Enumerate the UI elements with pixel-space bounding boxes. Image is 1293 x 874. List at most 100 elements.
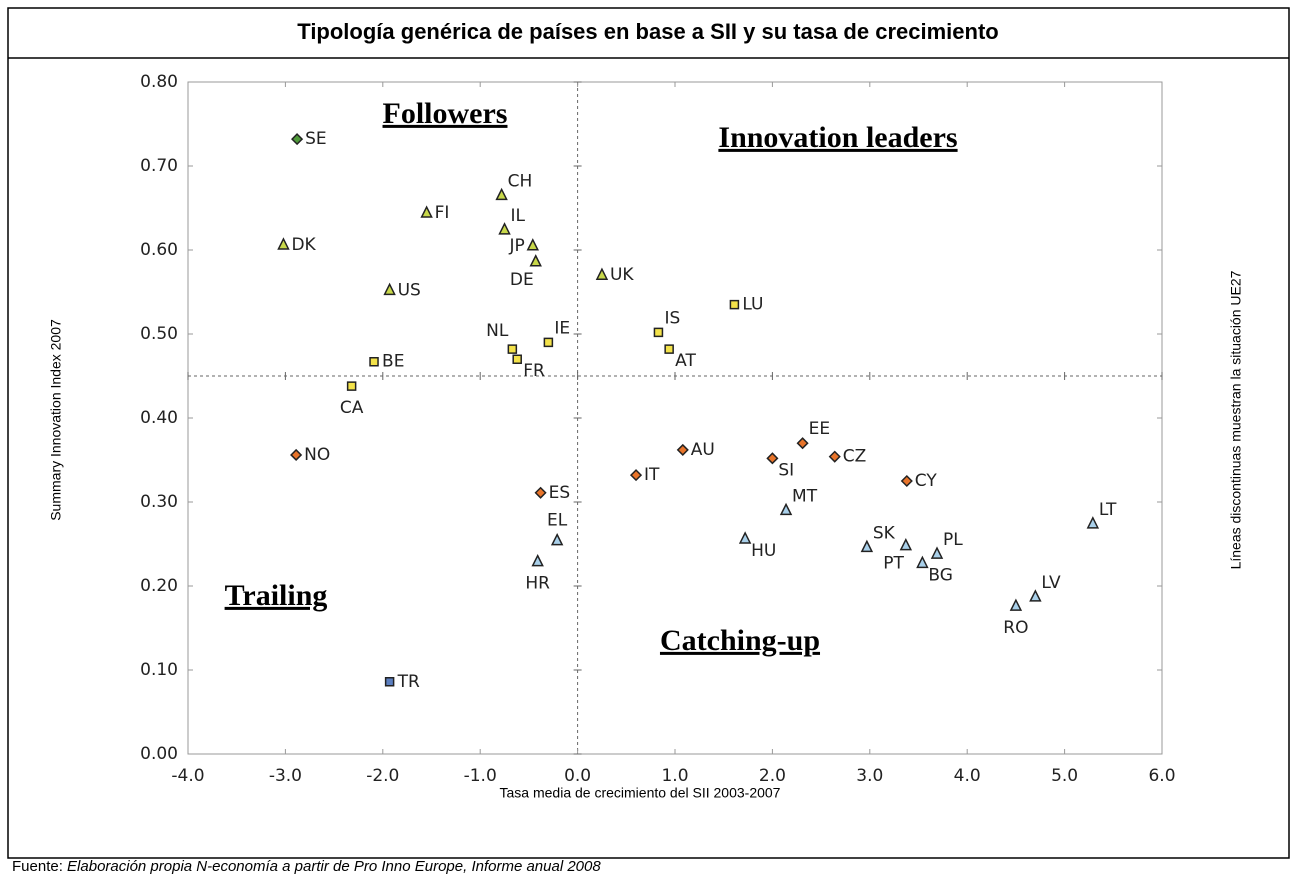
point-label: IL bbox=[511, 206, 526, 226]
point-label: CA bbox=[340, 398, 364, 418]
point-label: US bbox=[398, 280, 421, 300]
quadrant-label: Trailing bbox=[225, 579, 328, 612]
point-label: RO bbox=[1003, 618, 1028, 638]
point bbox=[766, 452, 779, 465]
point-label: AT bbox=[675, 351, 696, 371]
point bbox=[277, 237, 290, 250]
point-label: SE bbox=[305, 129, 327, 149]
point-label: LU bbox=[742, 295, 763, 315]
point bbox=[653, 327, 664, 338]
point-label: SK bbox=[873, 523, 896, 543]
point bbox=[507, 344, 518, 354]
point bbox=[796, 437, 809, 450]
point bbox=[420, 205, 433, 218]
x-tick-label: 6.0 bbox=[1148, 766, 1175, 786]
point-label: FI bbox=[435, 203, 450, 223]
point bbox=[1029, 589, 1042, 602]
point bbox=[498, 222, 511, 235]
point bbox=[1086, 516, 1100, 529]
side-note: Líneas discontinuas muestran la situació… bbox=[1228, 270, 1244, 569]
point-label: ES bbox=[549, 483, 571, 503]
x-tick-label: -2.0 bbox=[366, 766, 399, 786]
point-label: JP bbox=[509, 236, 525, 256]
point-label: LV bbox=[1041, 573, 1061, 593]
point bbox=[860, 539, 874, 553]
x-tick-label: 2.0 bbox=[759, 766, 786, 786]
point bbox=[512, 354, 522, 364]
point bbox=[529, 254, 542, 267]
point-label: BG bbox=[928, 565, 953, 585]
point-label: SI bbox=[778, 460, 794, 480]
quadrant-label: Catching-up bbox=[660, 624, 820, 657]
point-label: IT bbox=[644, 465, 660, 485]
point bbox=[916, 555, 929, 569]
x-tick-label: 1.0 bbox=[661, 766, 688, 786]
point bbox=[629, 469, 643, 482]
point-label: DE bbox=[510, 270, 534, 290]
x-tick-label: -3.0 bbox=[269, 766, 302, 786]
source-text: Elaboración propia N-economía a partir d… bbox=[67, 858, 601, 874]
point bbox=[676, 443, 689, 456]
x-tick-label: 0.0 bbox=[564, 766, 591, 786]
y-tick-label: 0.40 bbox=[140, 408, 178, 428]
point bbox=[291, 133, 304, 146]
quadrant-label: Innovation leaders bbox=[718, 121, 957, 154]
quadrant-label: Followers bbox=[383, 97, 508, 130]
y-tick-label: 0.20 bbox=[140, 576, 178, 596]
y-tick-label: 0.50 bbox=[140, 324, 178, 344]
point bbox=[779, 502, 793, 516]
point-label: FR bbox=[523, 361, 545, 381]
y-tick-label: 0.30 bbox=[140, 492, 178, 512]
point-label: CZ bbox=[843, 447, 867, 467]
x-axis-label: Tasa media de crecimiento del SII 2003-2… bbox=[500, 785, 781, 801]
point bbox=[738, 531, 752, 544]
point-label: PT bbox=[883, 554, 904, 574]
point-label: BE bbox=[382, 352, 404, 372]
point bbox=[384, 677, 395, 687]
point-label: CH bbox=[508, 171, 533, 191]
point-label: EE bbox=[809, 419, 830, 439]
point-label: IS bbox=[664, 308, 680, 328]
point bbox=[1009, 598, 1023, 611]
point bbox=[495, 187, 508, 201]
point-label: IE bbox=[554, 318, 570, 338]
point bbox=[729, 299, 740, 310]
point-label: DK bbox=[291, 235, 316, 255]
outer-frame bbox=[7, 7, 1290, 859]
point bbox=[550, 532, 564, 546]
point bbox=[595, 267, 609, 280]
point bbox=[290, 448, 303, 462]
point bbox=[526, 238, 540, 251]
point bbox=[534, 486, 547, 499]
point-label: EL bbox=[547, 511, 568, 531]
x-tick-label: 3.0 bbox=[856, 766, 883, 786]
point bbox=[900, 474, 913, 488]
point bbox=[899, 538, 913, 551]
source: Fuente: Elaboración propia N-economía a … bbox=[12, 858, 601, 874]
x-tick-label: 4.0 bbox=[954, 766, 981, 786]
point-label: LT bbox=[1099, 500, 1117, 520]
point-label: AU bbox=[691, 440, 715, 460]
y-tick-label: 0.00 bbox=[140, 744, 178, 764]
x-tick-label: -4.0 bbox=[171, 766, 204, 786]
point-label: NO bbox=[304, 445, 330, 465]
point bbox=[664, 344, 674, 354]
point bbox=[346, 381, 357, 391]
point bbox=[543, 337, 554, 348]
x-tick-label: 5.0 bbox=[1051, 766, 1078, 786]
point bbox=[930, 546, 944, 559]
point bbox=[383, 282, 396, 296]
y-tick-label: 0.80 bbox=[140, 72, 178, 92]
point bbox=[369, 356, 379, 367]
y-tick-label: 0.60 bbox=[140, 240, 178, 260]
point-label: UK bbox=[610, 265, 634, 285]
x-tick-label: -1.0 bbox=[464, 766, 497, 786]
point-label: CY bbox=[915, 471, 938, 491]
point-label: MT bbox=[792, 486, 818, 506]
y-axis-label: Summary Innovation Index 2007 bbox=[48, 319, 64, 521]
point-label: PL bbox=[943, 530, 963, 550]
chart-title: Tipología genérica de países en base a S… bbox=[297, 19, 998, 44]
point-label: HR bbox=[525, 574, 550, 594]
